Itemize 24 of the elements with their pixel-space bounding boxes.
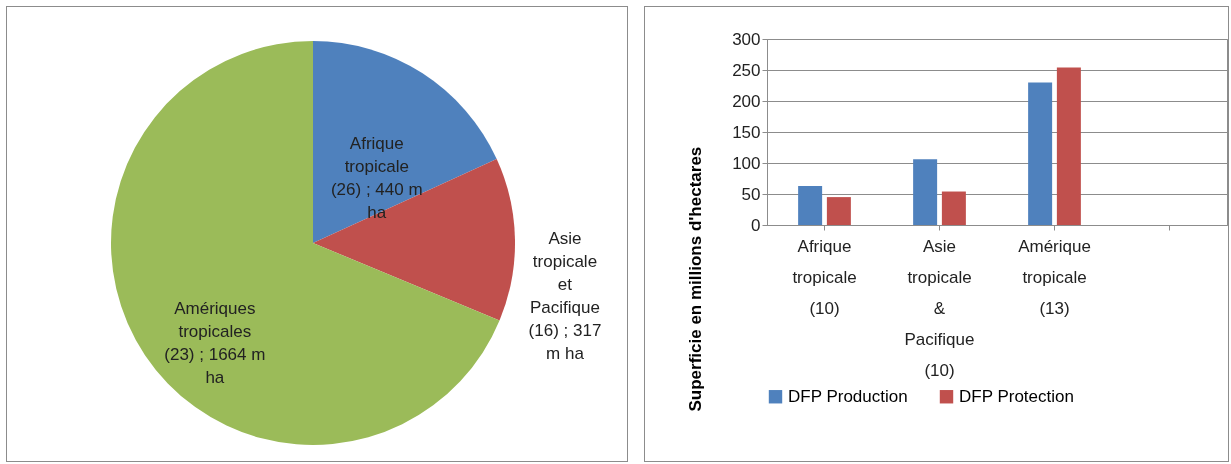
y-tick-label: 100 <box>732 153 761 173</box>
y-axis-title: Superficie en millions d'hectares <box>685 146 705 412</box>
pie-slice <box>111 41 500 445</box>
slice-label: Asie tropicale et Pacifique (16) ; 317 m ha <box>528 228 602 363</box>
pie-slice <box>313 41 497 243</box>
bar <box>941 191 966 225</box>
x-tick-label: Afrique tropicale (10) <box>792 236 857 318</box>
y-tick-label: 300 <box>732 29 761 49</box>
bar <box>913 159 938 225</box>
y-tick-label: 150 <box>732 122 761 142</box>
bar <box>1028 82 1053 225</box>
x-tick-label: Amérique tropicale (13) <box>1018 236 1091 318</box>
legend-label: DFP Production <box>788 386 908 406</box>
bar <box>826 197 851 225</box>
pie-slice <box>313 159 515 321</box>
x-tick-label: Asie tropicale & Pacifique (10) <box>904 236 975 380</box>
slice-label: Amériques tropicales (23) ; 1664 m ha <box>164 298 266 387</box>
y-tick-label: 250 <box>732 60 761 80</box>
bar <box>798 185 823 225</box>
y-tick-label: 50 <box>741 184 761 204</box>
legend-label: DFP Protection <box>959 386 1074 406</box>
bar <box>1056 67 1081 225</box>
y-tick-label: 200 <box>732 91 761 111</box>
y-tick-label: 0 <box>751 215 761 235</box>
